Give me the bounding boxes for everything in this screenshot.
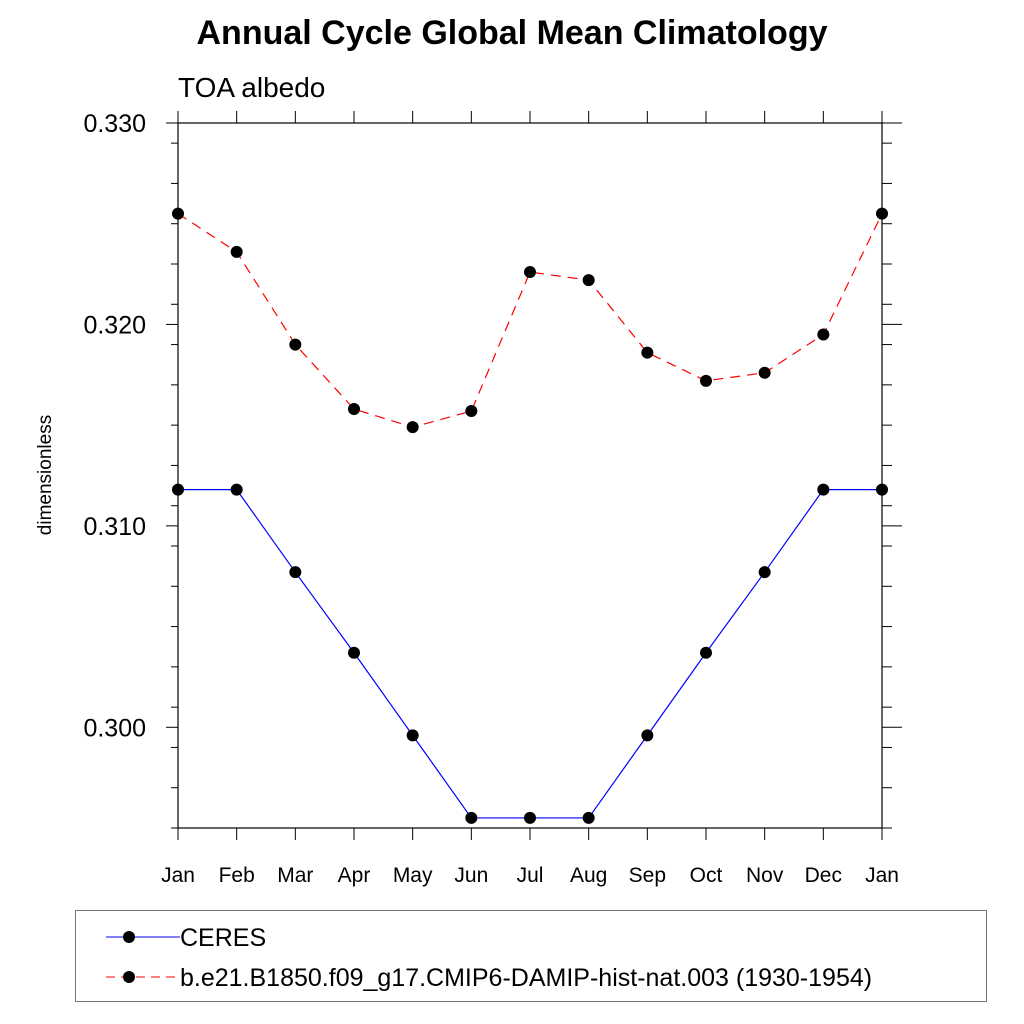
series-1 [172,207,888,434]
data-point [641,346,654,359]
x-tick-label: Oct [690,864,723,887]
x-tick-label: Dec [805,864,842,887]
legend: CERES b.e21.B1850.f09_g17.CMIP6-DAMIP-hi… [75,910,987,1002]
data-point [758,566,771,579]
x-tick-label: Jun [454,864,488,887]
x-tick-label: Feb [219,864,255,887]
data-point [230,483,243,496]
data-point [289,566,302,579]
x-tick-label: May [393,864,433,887]
data-point [406,421,419,434]
x-tick-label: Mar [277,864,313,887]
data-point [524,266,536,279]
legend-label-model: b.e21.B1850.f09_g17.CMIP6-DAMIP-hist-nat… [180,964,873,992]
data-point [876,207,888,220]
data-point [230,245,243,258]
data-point [582,811,595,824]
x-tick-label: Jan [161,864,195,887]
data-point [406,729,419,742]
y-tick-label: 0.300 [83,714,146,742]
x-tick-label: Aug [570,864,607,887]
series-line [178,489,882,819]
y-tick-label: 0.320 [83,311,146,339]
x-tick-label: Apr [338,864,371,887]
line-chart: Jan Feb Mar Apr May Jun Jul Aug Sep Oct Nov Dec Jan 0… [83,110,902,887]
legend-swatch-ceres [106,931,180,943]
data-point [582,274,595,287]
series-0 [172,483,888,824]
plot-frame [177,122,883,829]
x-tick-label: Jan [865,864,899,887]
legend-label-ceres: CERES [180,924,267,952]
data-point [817,328,830,341]
x-tick-label: Jul [517,864,544,887]
legend-item-ceres: CERES [76,917,986,957]
chart-title: Annual Cycle Global Mean Climatology [196,14,828,52]
series-layer [172,207,888,824]
data-point [172,207,184,220]
data-point [465,405,478,418]
data-point [700,646,712,659]
data-point [465,811,478,824]
data-point [700,374,712,387]
legend-item-model: b.e21.B1850.f09_g17.CMIP6-DAMIP-hist-nat… [76,957,986,997]
data-point [641,729,654,742]
axes: Jan Feb Mar Apr May Jun Jul Aug Sep Oct Nov Dec Jan 0… [83,110,902,887]
data-point [817,483,830,496]
legend-swatch-model [106,971,180,983]
data-point [348,403,360,416]
chart-subtitle: TOA albedo [178,72,326,103]
series-line [177,213,883,428]
y-tick-label: 0.330 [83,110,146,138]
data-point [289,338,302,351]
y-tick-label: 0.310 [83,513,146,541]
x-tick-label: Sep [629,864,666,887]
data-point [348,646,360,659]
x-tick-label: Nov [746,864,784,887]
data-point [876,483,888,496]
data-point [172,483,184,496]
data-point [524,811,536,824]
data-point [758,366,771,379]
